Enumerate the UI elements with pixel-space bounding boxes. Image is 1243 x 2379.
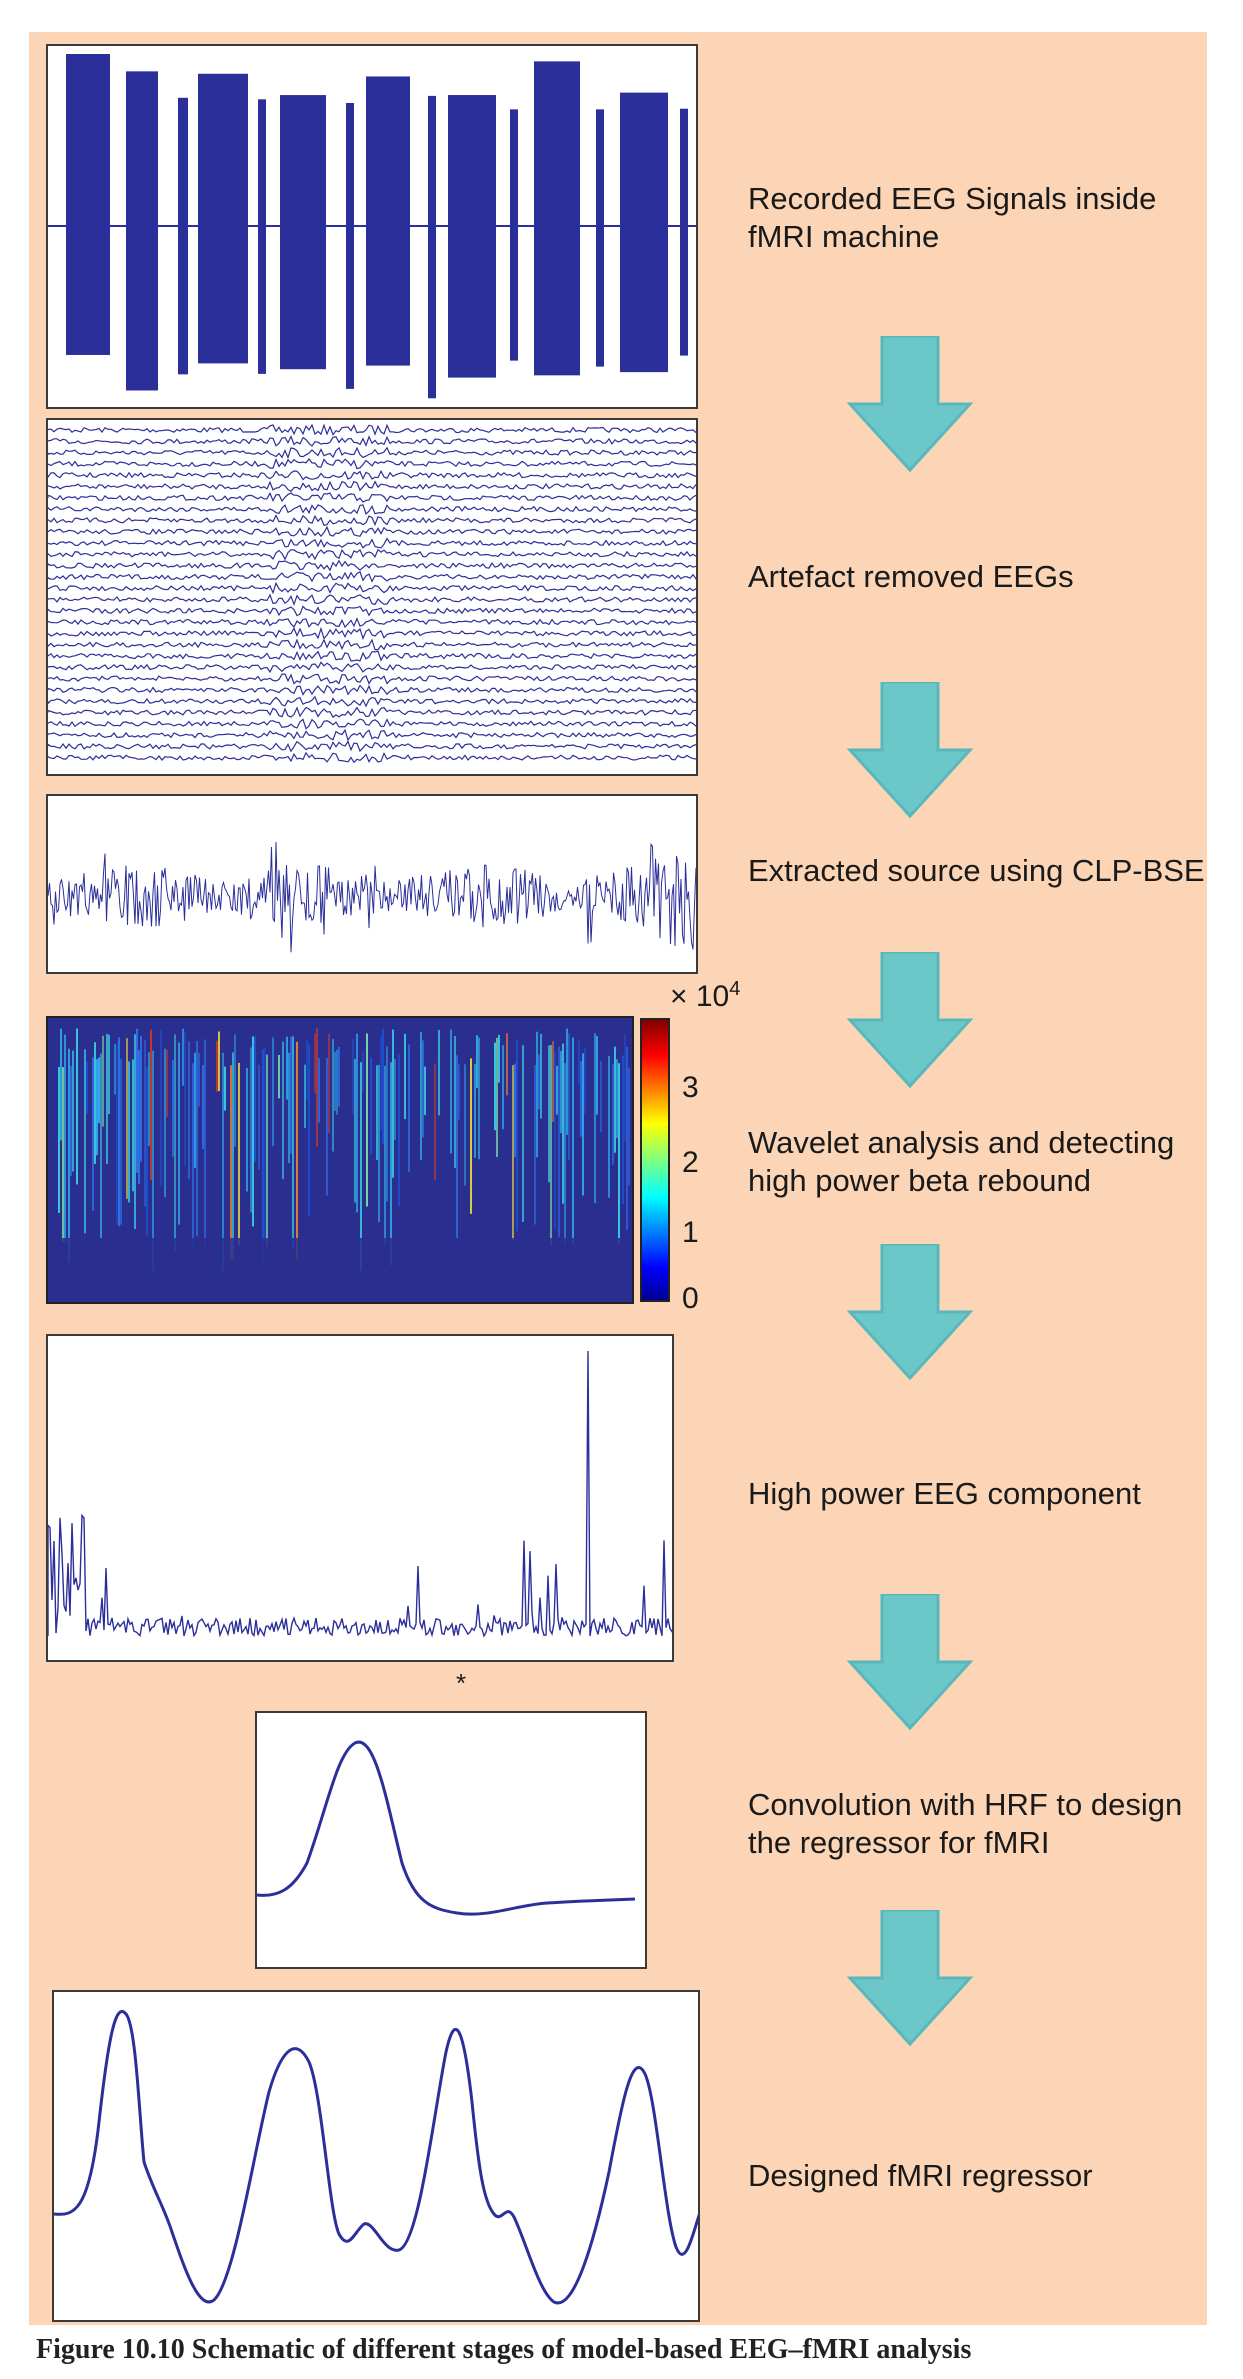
- step-label-artefact-removed: Artefact removed EEGs: [748, 559, 1074, 594]
- designed-regressor-plot: [52, 1990, 700, 2322]
- high-power-waveform: [48, 1350, 672, 1638]
- colorbar-tick-3: 3: [682, 1071, 699, 1104]
- step-label-designed-regressor: Designed fMRI regressor: [748, 2158, 1093, 2193]
- wavelet-heatmap: [46, 1016, 634, 1304]
- step-label-extracted-source: Extracted source using CLP-BSE: [748, 853, 1205, 888]
- colorbar-tick-0: 0: [682, 1282, 699, 1315]
- colorbar-tick-1: 1: [682, 1216, 699, 1249]
- hrf-curve: [257, 1740, 636, 1916]
- step-label-wavelet: Wavelet analysis and detecting high powe…: [748, 1125, 1175, 1198]
- artefact-removed-eeg-plot: [46, 418, 698, 776]
- down-arrow-icon: [846, 1910, 974, 2047]
- down-arrow-icon: [846, 1594, 974, 1731]
- down-arrow-icon: [846, 682, 974, 819]
- colorbar-tick-2: 2: [682, 1146, 699, 1179]
- multichannel-eeg-traces: [48, 423, 696, 764]
- regressor-curve: [54, 2010, 698, 2305]
- colorbar: [640, 1018, 670, 1302]
- hrf-plot: [255, 1711, 647, 1969]
- high-power-component-plot: [46, 1334, 674, 1662]
- step-label-recorded: Recorded EEG Signals inside fMRI machine: [748, 181, 1157, 254]
- step-label-convolution: Convolution with HRF to design the regre…: [748, 1787, 1183, 1860]
- recorded-eeg-plot: [46, 44, 698, 409]
- convolution-symbol: *: [456, 1668, 467, 1698]
- down-arrow-icon: [846, 1244, 974, 1381]
- colorbar-multiplier: × 104: [670, 978, 741, 1013]
- step-label-high-power: High power EEG component: [748, 1476, 1141, 1511]
- recorded-eeg-waveform: [48, 54, 696, 399]
- extracted-source-plot: [46, 794, 698, 974]
- wavelet-power-map: [48, 1018, 632, 1302]
- extracted-source-waveform: [48, 841, 696, 953]
- figure-caption: Figure 10.10 Schematic of different stag…: [36, 2334, 972, 2365]
- down-arrow-icon: [846, 336, 974, 473]
- down-arrow-icon: [846, 952, 974, 1089]
